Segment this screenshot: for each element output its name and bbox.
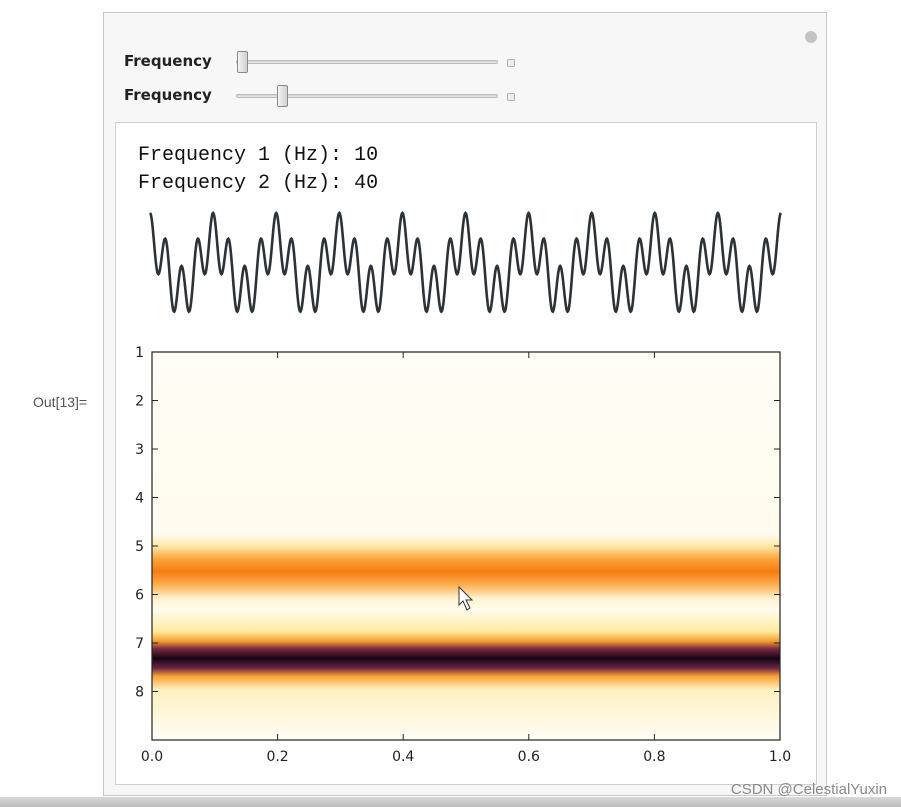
slider-thumb[interactable] bbox=[277, 85, 288, 107]
mouse-cursor bbox=[458, 585, 474, 611]
slider-thumb[interactable] bbox=[237, 51, 248, 73]
spectrogram-image bbox=[152, 352, 780, 740]
output-label: Out[13]= bbox=[33, 394, 88, 410]
y-tick-label: 7 bbox=[135, 636, 144, 652]
readout-value: 40 bbox=[354, 172, 378, 195]
slider-expand[interactable] bbox=[507, 59, 515, 67]
readout-line: Frequency 2 (Hz): 40 bbox=[138, 172, 378, 195]
slider-track[interactable] bbox=[236, 94, 498, 98]
y-tick-label: 1 bbox=[135, 345, 144, 361]
readout-line: Frequency 1 (Hz): 10 bbox=[138, 144, 378, 167]
y-tick-label: 2 bbox=[135, 394, 144, 410]
y-tick-label: 4 bbox=[135, 491, 144, 507]
y-tick-label: 6 bbox=[135, 588, 144, 604]
slider-track[interactable] bbox=[236, 60, 498, 64]
x-tick-label: 0.6 bbox=[518, 749, 540, 765]
y-tick-label: 5 bbox=[135, 539, 144, 555]
waveform bbox=[149, 210, 782, 314]
x-tick-label: 0.8 bbox=[643, 749, 665, 765]
x-tick-label: 0.2 bbox=[266, 749, 288, 765]
slider-label: Frequency bbox=[124, 86, 212, 104]
readout-value: 10 bbox=[354, 144, 378, 167]
x-tick-label: 0.0 bbox=[141, 749, 163, 765]
slider-label: Frequency bbox=[124, 52, 212, 70]
watermark: CSDN @CelestialYuxin bbox=[730, 781, 887, 798]
y-tick-label: 8 bbox=[135, 685, 144, 701]
readout-label: Frequency 2 (Hz): bbox=[138, 172, 342, 195]
x-tick-label: 0.4 bbox=[392, 749, 414, 765]
readout-label: Frequency 1 (Hz): bbox=[138, 144, 342, 167]
y-tick-label: 3 bbox=[135, 442, 144, 458]
slider-expand[interactable] bbox=[507, 93, 515, 101]
options-button[interactable] bbox=[805, 31, 817, 43]
window-edge bbox=[0, 797, 901, 807]
x-tick-label: 1.0 bbox=[769, 749, 791, 765]
